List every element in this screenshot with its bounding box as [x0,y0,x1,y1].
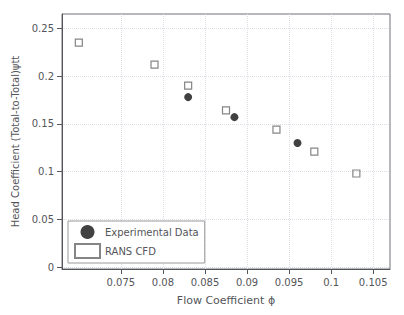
svg-text:0.2: 0.2 [38,71,54,82]
svg-text:0.1: 0.1 [38,166,54,177]
svg-text:0.15: 0.15 [32,118,54,129]
svg-text:0.09: 0.09 [236,277,258,288]
svg-text:0.075: 0.075 [107,277,136,288]
svg-text:0.085: 0.085 [191,277,220,288]
svg-text:0.05: 0.05 [32,214,54,225]
svg-text:0.105: 0.105 [359,277,388,288]
svg-text:Head Coefficient (Total-to-Tot: Head Coefficient (Total-to-Total)ψtt [10,56,21,228]
svg-text:RANS CFD: RANS CFD [105,246,156,257]
svg-text:Experimental Data: Experimental Data [105,227,199,238]
svg-text:0: 0 [48,262,54,273]
svg-text:0.1: 0.1 [323,277,339,288]
svg-text:0.25: 0.25 [32,23,54,34]
svg-text:0.08: 0.08 [152,277,174,288]
svg-text:0.095: 0.095 [275,277,304,288]
svg-text:Flow Coefficient ϕ: Flow Coefficient ϕ [177,294,275,307]
